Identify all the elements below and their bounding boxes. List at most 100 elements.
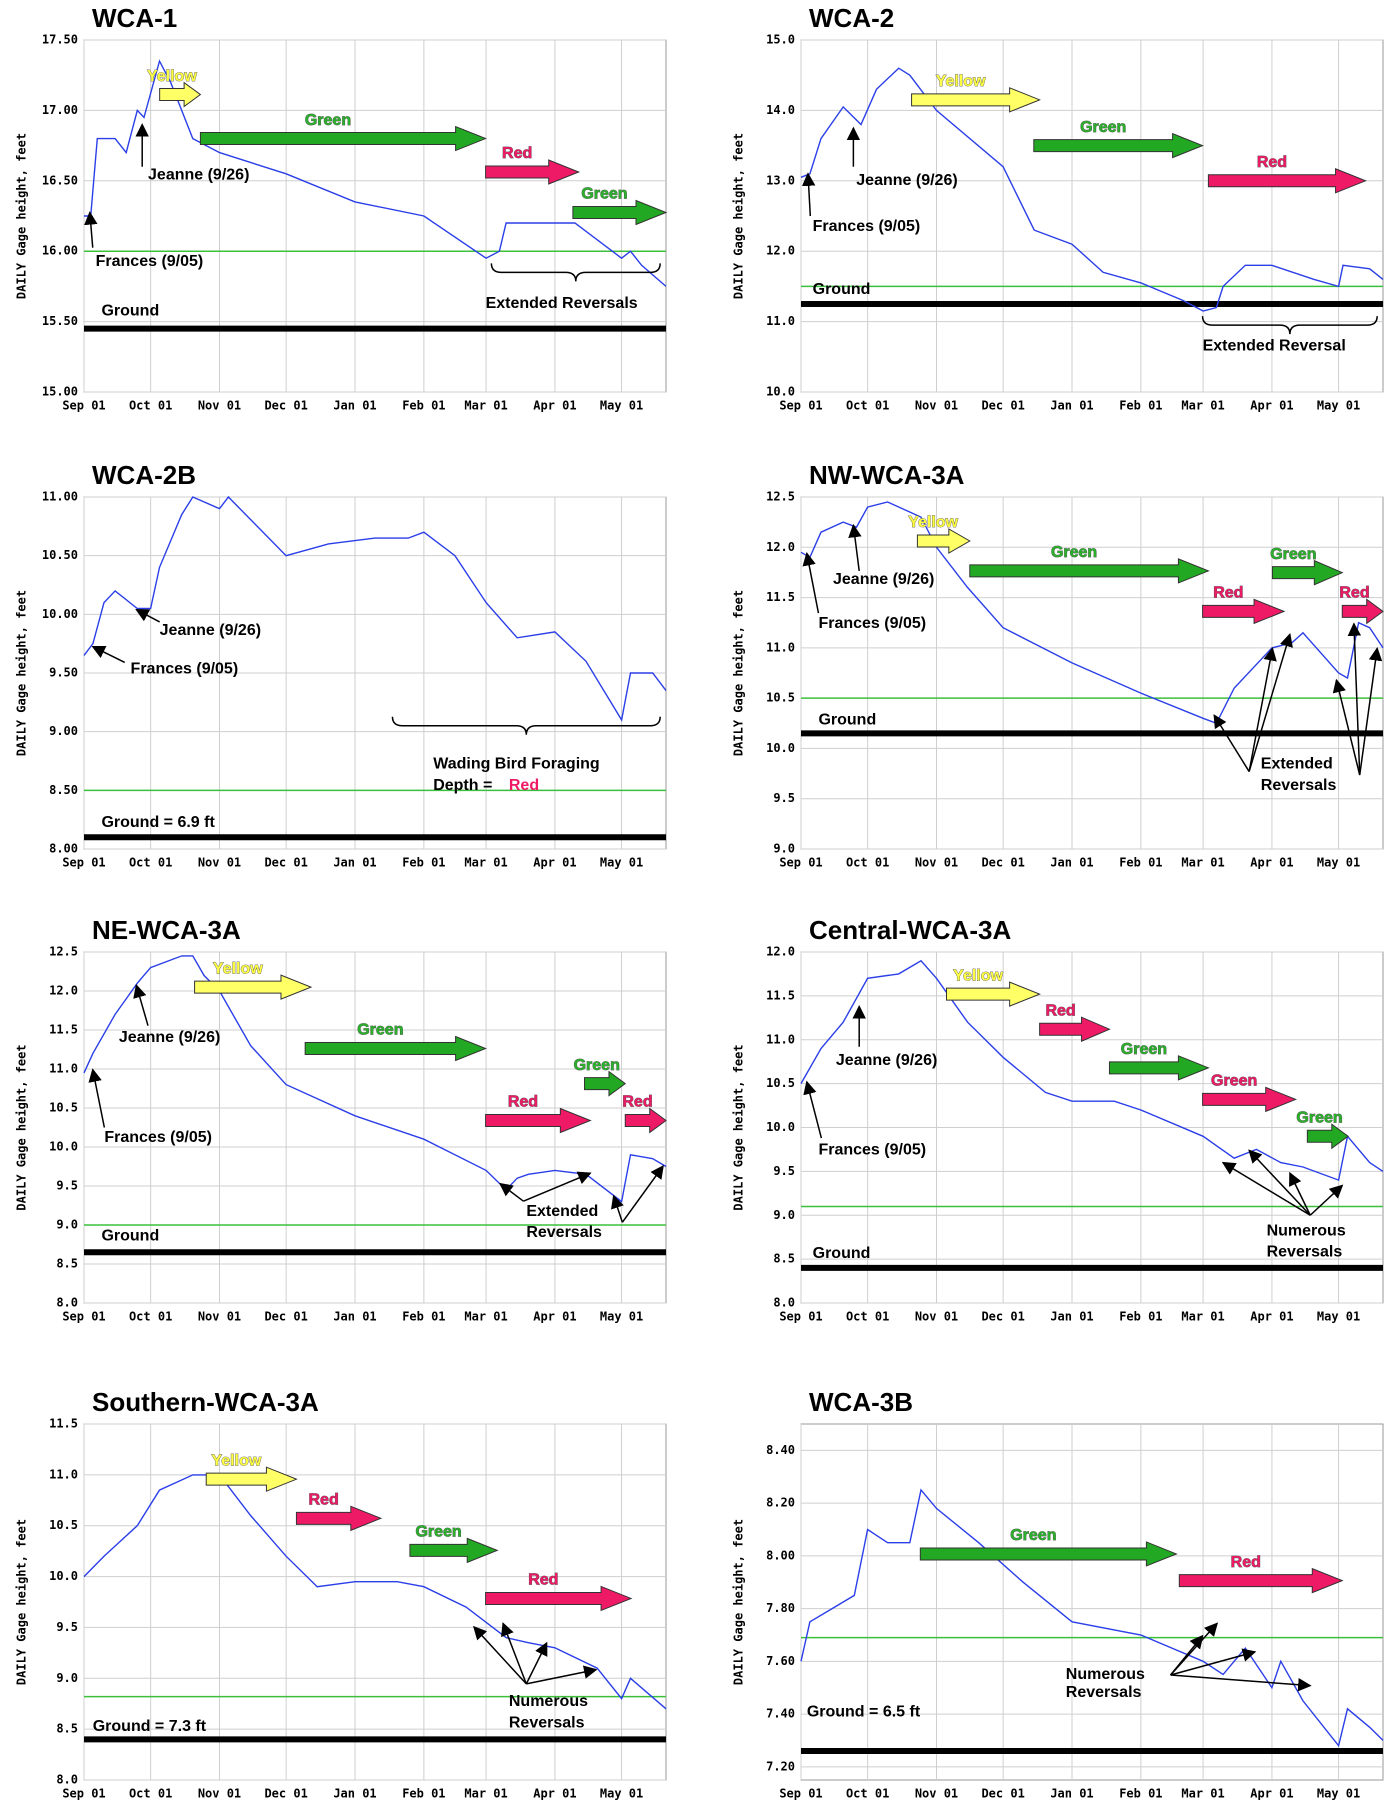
y-tick-label: 9.5 <box>56 1179 78 1193</box>
pointer-arrow <box>1213 714 1250 772</box>
y-tick-label: 10.0 <box>766 741 795 755</box>
phase-arrow <box>911 87 1041 113</box>
annotation: Ground <box>101 302 159 319</box>
y-tick-label: 11.0 <box>766 1032 795 1046</box>
x-tick-label: Dec 01 <box>981 1787 1024 1801</box>
y-tick-label: 8.0 <box>56 1296 78 1310</box>
series-line <box>83 495 667 722</box>
phase-label: Red <box>1213 585 1243 602</box>
annotation: Extended Reversals <box>486 295 638 312</box>
x-tick-label: Apr 01 <box>533 856 576 870</box>
x-tick-label: Mar 01 <box>1181 856 1224 870</box>
y-tick-label: 11.5 <box>49 1023 78 1037</box>
x-tick-label: Nov 01 <box>915 399 958 413</box>
phase-arrow <box>946 981 1041 1007</box>
y-tick-label: 7.80 <box>766 1601 795 1615</box>
pointer-arrow <box>523 1171 592 1202</box>
annotation: Ground <box>813 281 871 298</box>
pointer-arrow <box>1170 1648 1257 1676</box>
phase-label: Red <box>309 1492 339 1509</box>
x-tick-label: Apr 01 <box>533 1310 576 1324</box>
x-tick-label: Sep 01 <box>62 1310 105 1324</box>
phase-arrow <box>199 125 487 152</box>
series-line <box>800 1488 1384 1748</box>
x-tick-label: Mar 01 <box>464 856 507 870</box>
pointer-arrow <box>1248 1149 1311 1216</box>
phase-arrow <box>1033 132 1204 159</box>
x-tick-label: Oct 01 <box>846 399 889 413</box>
phase-label: Green <box>1211 1073 1257 1090</box>
chart-title: WCA-2B <box>92 460 196 490</box>
x-tick-label: Sep 01 <box>62 399 105 413</box>
annotation: Extended <box>1261 756 1333 773</box>
chart-title: WCA-2 <box>809 3 894 33</box>
pointer-arrow <box>526 1665 598 1685</box>
y-tick-label: 8.00 <box>766 1548 795 1562</box>
phase-label: Red <box>502 145 532 162</box>
phase-arrow <box>969 558 1210 584</box>
x-tick-label: Sep 01 <box>779 1310 822 1324</box>
phase-arrow <box>295 1505 383 1532</box>
y-axis-label: DAILY Gage height, feet <box>15 133 29 299</box>
x-tick-label: Apr 01 <box>533 1787 576 1801</box>
x-tick-label: Nov 01 <box>198 856 241 870</box>
x-tick-label: Dec 01 <box>981 856 1024 870</box>
x-tick-label: Oct 01 <box>846 856 889 870</box>
y-tick-label: 11.0 <box>766 640 795 654</box>
phase-label: Red <box>528 1572 558 1589</box>
y-tick-label: 8.5 <box>773 1252 795 1266</box>
y-tick-label: 10.50 <box>42 548 78 562</box>
y-tick-label: 11.0 <box>49 1062 78 1076</box>
annotation: Depth = <box>433 777 492 794</box>
pointer-arrow <box>501 1622 528 1685</box>
x-tick-label: May 01 <box>600 1787 643 1801</box>
pointer-arrow <box>1309 1184 1344 1216</box>
y-tick-label: 9.5 <box>773 791 795 805</box>
x-tick-label: Sep 01 <box>779 399 822 413</box>
x-tick-label: Mar 01 <box>464 1310 507 1324</box>
y-tick-label: 11.00 <box>42 490 78 504</box>
y-tick-label: 10.0 <box>49 1569 78 1583</box>
phase-arrow <box>1341 598 1384 625</box>
plot-area <box>800 1423 1384 1781</box>
y-tick-label: 8.0 <box>56 1773 78 1787</box>
x-tick-label: Jan 01 <box>333 1310 376 1324</box>
y-tick-label: 9.5 <box>56 1620 78 1634</box>
y-tick-label: 10.00 <box>42 607 78 621</box>
phase-arrow <box>1039 1016 1111 1042</box>
x-tick-label: Feb 01 <box>1119 856 1162 870</box>
pointer-arrow <box>91 645 126 664</box>
pointer-arrow <box>1248 632 1293 772</box>
y-tick-label: 10.5 <box>766 691 795 705</box>
annotation: Ground <box>101 1228 159 1245</box>
chart-title: NE-WCA-3A <box>92 915 241 945</box>
y-tick-label: 12.0 <box>766 244 795 258</box>
phase-label: Green <box>1051 544 1097 561</box>
y-tick-label: 7.40 <box>766 1707 795 1721</box>
phase-label: Yellow <box>147 68 197 85</box>
phase-arrow <box>304 1035 487 1062</box>
pointer-arrow <box>803 1080 823 1139</box>
phase-arrow <box>205 1466 298 1492</box>
phase-arrow <box>584 1070 627 1097</box>
x-tick-label: Oct 01 <box>129 1310 172 1324</box>
annotation: Frances (9/05) <box>813 218 921 235</box>
phase-arrow <box>485 1107 592 1134</box>
y-tick-label: 14.0 <box>766 103 795 117</box>
y-tick-label: 12.0 <box>49 984 78 998</box>
annotation: Reversals <box>509 1714 585 1731</box>
y-axis-label: DAILY Gage height, feet <box>732 590 746 756</box>
y-tick-label: 10.5 <box>49 1101 78 1115</box>
y-tick-label: 11.0 <box>766 314 795 328</box>
phase-label: Green <box>581 186 627 203</box>
y-tick-label: 8.20 <box>766 1496 795 1510</box>
x-tick-label: Mar 01 <box>464 399 507 413</box>
annotation: Jeanne (9/26) <box>856 172 957 189</box>
phase-arrow <box>1178 1567 1344 1594</box>
pointer-arrow <box>1358 647 1383 776</box>
chart-title: Central-WCA-3A <box>809 915 1011 945</box>
y-tick-label: 17.00 <box>42 103 78 117</box>
x-tick-label: Jan 01 <box>1050 1787 1093 1801</box>
x-tick-label: Jan 01 <box>1050 856 1093 870</box>
y-tick-label: 10.0 <box>49 1140 78 1154</box>
